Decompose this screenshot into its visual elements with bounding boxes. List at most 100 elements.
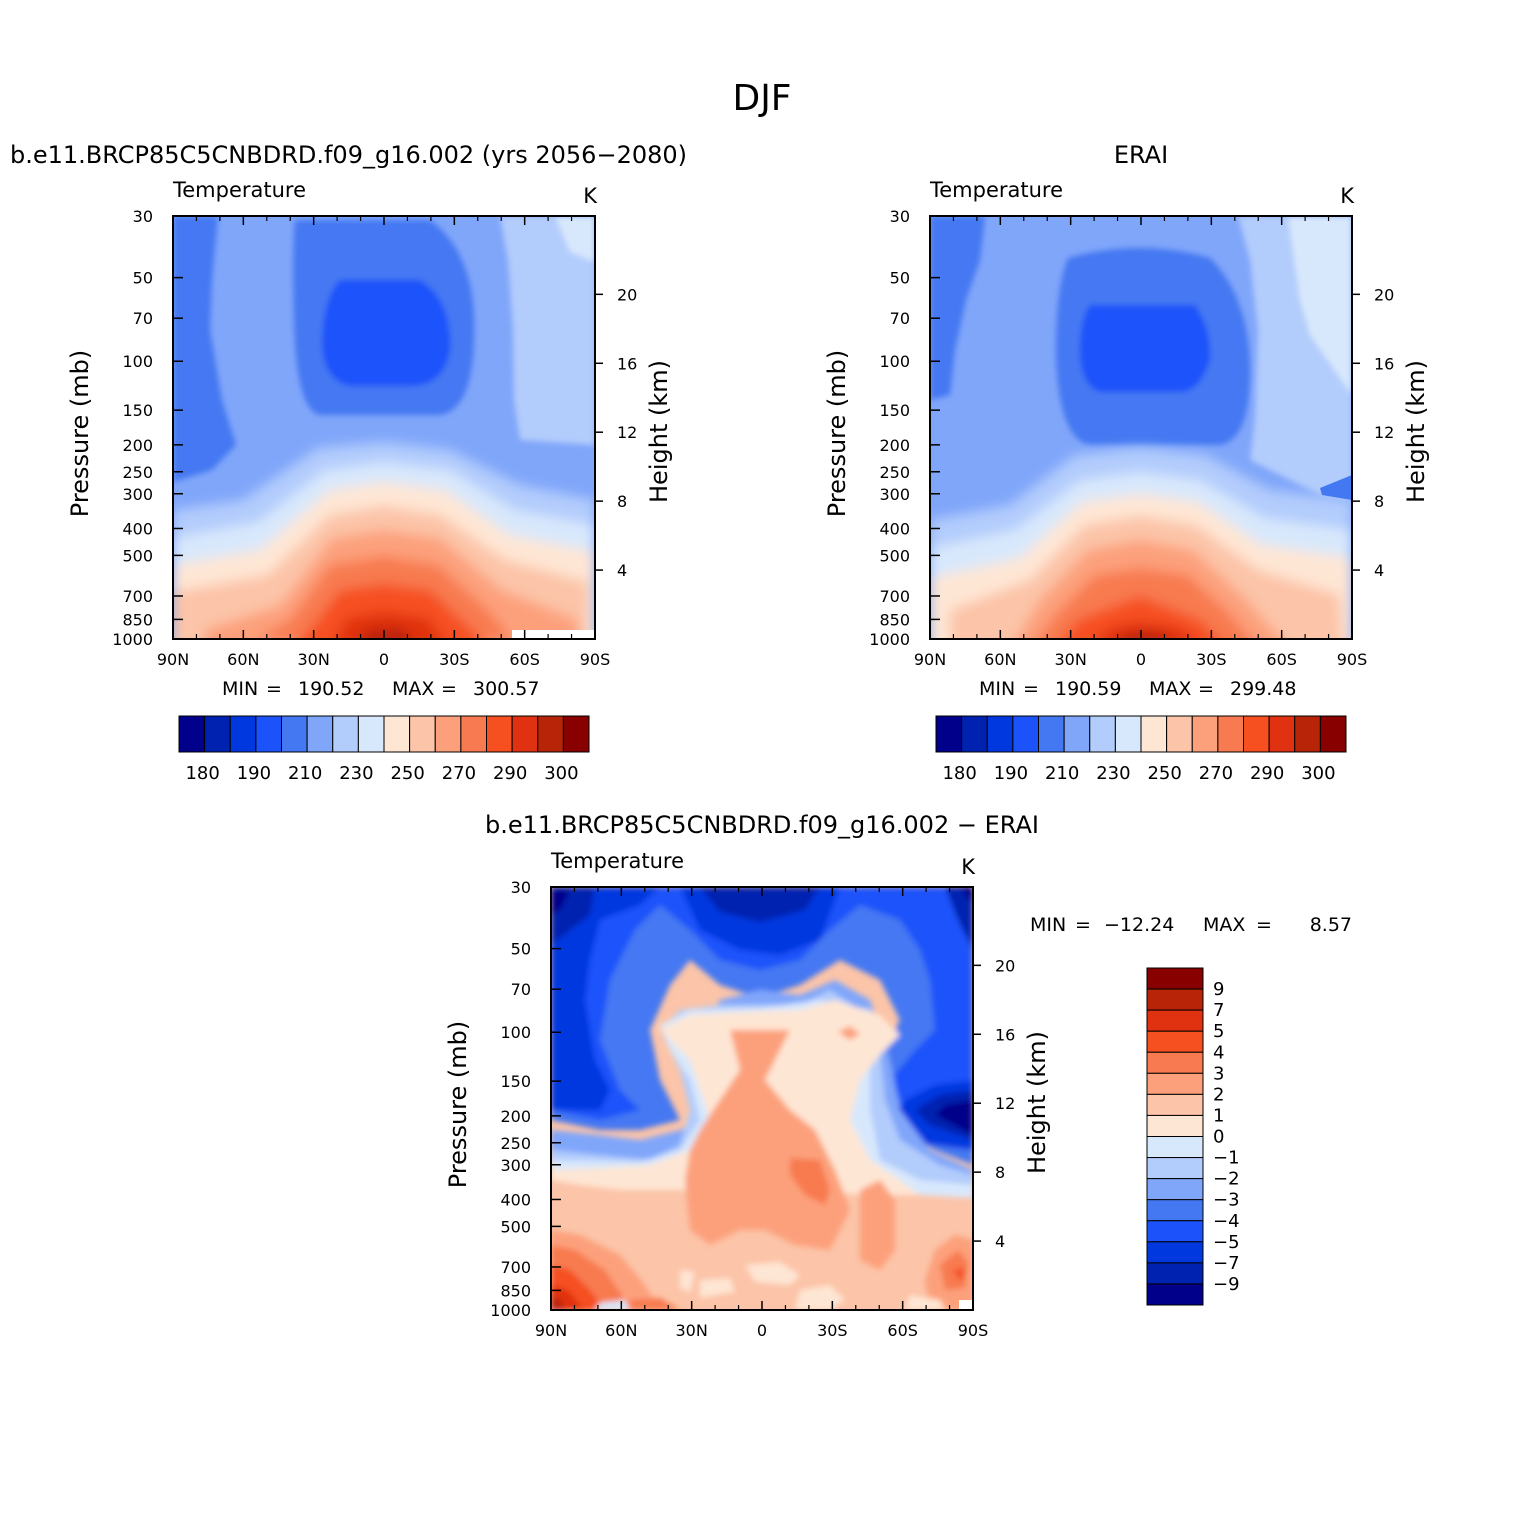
colorbar-label: 4 <box>1213 1042 1224 1063</box>
min-value: −12.24 <box>1104 914 1174 936</box>
min-value: 190.52 <box>298 678 364 700</box>
equals: = <box>1256 914 1272 936</box>
y-tick-label: 200 <box>122 436 153 455</box>
x-tick-label: 0 <box>379 650 389 669</box>
equals: = <box>1198 678 1214 700</box>
panel-right-label: K <box>583 184 598 208</box>
contour-field <box>930 216 1352 639</box>
colorbar-label: −9 <box>1213 1274 1240 1295</box>
y-axis-title: Pressure (mb) <box>66 350 94 517</box>
x-tick-label: 0 <box>757 1321 767 1340</box>
equals: = <box>441 678 457 700</box>
colorbar-swatch <box>1243 715 1270 753</box>
height-tick-label: 16 <box>617 354 637 373</box>
height-tick-label: 20 <box>617 285 637 304</box>
x-tick-label: 90N <box>535 1321 567 1340</box>
colorbar-swatch <box>1217 715 1244 753</box>
colorbar-label: −5 <box>1213 1232 1240 1253</box>
colorbar-swatch <box>1012 715 1039 753</box>
colorbar-swatch <box>255 715 282 753</box>
y-tick-label: 70 <box>890 309 910 328</box>
colorbar-label: 3 <box>1213 1063 1224 1084</box>
y-tick-label: 30 <box>133 207 153 226</box>
colorbar-label: −3 <box>1213 1190 1240 1211</box>
y-axis-title: Pressure (mb) <box>823 350 851 517</box>
colorbar-swatch <box>1146 1178 1204 1201</box>
colorbar-swatch <box>1146 1262 1204 1285</box>
y-tick-label: 850 <box>879 610 910 629</box>
colorbar-swatch <box>1166 715 1193 753</box>
colorbar-swatch <box>1268 715 1296 753</box>
y-tick-label: 1000 <box>869 630 910 649</box>
colorbar-label: 1 <box>1213 1105 1224 1126</box>
x-tick-label: 0 <box>1136 650 1146 669</box>
y-tick-label: 50 <box>133 269 153 288</box>
y-tick-label: 850 <box>500 1281 531 1300</box>
colorbar-label: 180 <box>942 763 976 784</box>
height-tick-label: 4 <box>1374 561 1384 580</box>
colorbar-swatch <box>1146 1030 1204 1053</box>
x-tick-label: 30S <box>817 1321 848 1340</box>
y-tick-label: 150 <box>500 1072 531 1091</box>
max-value: 299.48 <box>1230 678 1296 700</box>
y-tick-label: 400 <box>500 1190 531 1209</box>
height-tick-label: 12 <box>617 423 637 442</box>
x-tick-label: 60S <box>1266 650 1297 669</box>
colorbar-swatch <box>434 715 462 753</box>
height-axis-title: Height (km) <box>1023 1031 1051 1174</box>
x-tick-label: 30N <box>1055 650 1087 669</box>
colorbar-swatch <box>537 715 564 753</box>
y-tick-label: 200 <box>879 436 910 455</box>
colorbar-label: 300 <box>544 763 578 784</box>
height-tick-label: 16 <box>995 1025 1015 1044</box>
x-tick-label: 60N <box>605 1321 637 1340</box>
colorbar-swatch <box>229 715 257 753</box>
panel-difference: b.e11.BRCP85C5CNBDRD.f09_g16.002 − ERAI … <box>444 811 1352 1340</box>
panel-title: ERAI <box>1114 141 1168 169</box>
height-tick-label: 20 <box>995 956 1015 975</box>
y-tick-label: 250 <box>122 463 153 482</box>
panel-erai: ERAI Temperature K <box>823 141 1430 784</box>
colorbar-swatch <box>409 715 436 753</box>
colorbar-swatch <box>1146 1199 1204 1222</box>
x-tick-label: 60N <box>227 650 259 669</box>
colorbar-swatch <box>562 715 590 753</box>
min-label: MIN <box>1030 914 1066 936</box>
y-tick-label: 50 <box>890 269 910 288</box>
colorbar-swatch <box>1114 715 1142 753</box>
colorbar-swatch <box>357 715 385 753</box>
y-tick-label: 700 <box>500 1258 531 1277</box>
colorbar-swatch <box>1063 715 1091 753</box>
colorbar-swatch <box>460 715 487 753</box>
colorbar-swatch <box>332 715 359 753</box>
colorbar-swatch <box>511 715 539 753</box>
contour-field <box>551 887 973 1310</box>
x-tick-label: 90S <box>580 650 611 669</box>
y-tick-label: 100 <box>500 1023 531 1042</box>
y-tick-label: 850 <box>122 610 153 629</box>
height-axis-title: Height (km) <box>1402 360 1430 503</box>
colorbar-label: 180 <box>185 763 219 784</box>
colorbar-swatch <box>486 715 513 753</box>
colorbar-swatch <box>1294 715 1321 753</box>
colorbar-label: 190 <box>994 763 1028 784</box>
contour-field <box>173 216 595 639</box>
y-axis-title: Pressure (mb) <box>444 1021 472 1188</box>
colorbar-swatch <box>383 715 411 753</box>
y-tick-label: 200 <box>500 1107 531 1126</box>
colorbar-label: 210 <box>1045 763 1079 784</box>
y-tick-label: 1000 <box>490 1301 531 1320</box>
max-label: MAX <box>1203 914 1245 936</box>
colorbar-swatch <box>1146 1009 1204 1032</box>
colorbar-swatch <box>178 715 206 753</box>
y-tick-label: 1000 <box>112 630 153 649</box>
colorbar-label: −1 <box>1213 1148 1240 1169</box>
colorbar-label: 270 <box>1199 763 1233 784</box>
colorbar-label: 270 <box>442 763 476 784</box>
y-tick-label: 700 <box>122 587 153 606</box>
min-label: MIN <box>979 678 1015 700</box>
equals: = <box>1023 678 1039 700</box>
y-tick-label: 500 <box>879 546 910 565</box>
max-value: 300.57 <box>473 678 539 700</box>
x-tick-label: 30N <box>298 650 330 669</box>
